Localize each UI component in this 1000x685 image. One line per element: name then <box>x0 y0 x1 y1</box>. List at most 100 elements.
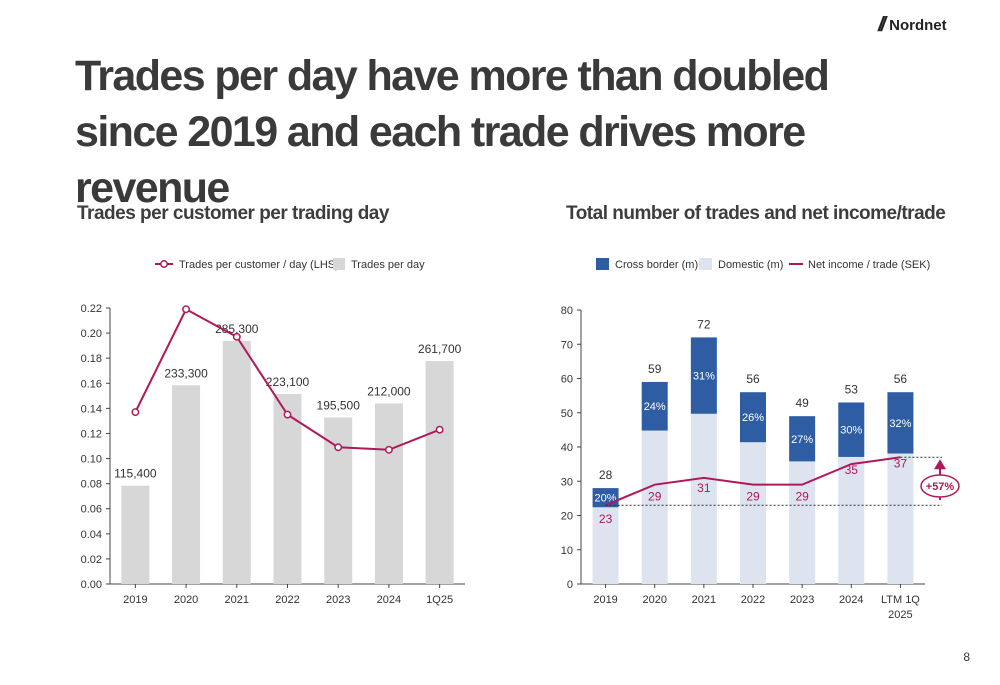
legend-label-trades-per-customer: Trades per customer / day (LHS) <box>179 259 339 271</box>
left-x-tick-label: 2023 <box>326 594 350 606</box>
cross-border-share-label: 24% <box>644 401 666 413</box>
page-number: 8 <box>963 650 970 664</box>
left-x-tick-label: 2022 <box>275 594 299 606</box>
total-trades-label: 56 <box>894 372 908 386</box>
legend-label-net-income: Net income / trade (SEK) <box>808 259 930 271</box>
net-income-label: 29 <box>648 490 662 504</box>
left-y-tick-label: 0.08 <box>81 479 102 491</box>
cross-border-share-label: 20% <box>595 493 617 505</box>
cross-border-bar <box>641 381 668 431</box>
right-x-tick-label: 2020 <box>642 594 666 606</box>
trades-per-day-label: 195,500 <box>317 398 361 412</box>
right-x-tick-label: 2023 <box>790 594 814 606</box>
right-x-tick-label: LTM 1Q <box>881 594 920 606</box>
net-income-label: 29 <box>746 490 760 504</box>
right-x-tick-label: 2025 <box>888 609 912 621</box>
left-y-tick-label: 0.18 <box>81 353 102 365</box>
left-x-tick-label: 2020 <box>174 594 198 606</box>
cross-border-share-label: 26% <box>742 412 764 424</box>
legend-label-trades-per-day: Trades per day <box>351 259 425 271</box>
nordnet-logo: // Nordnet <box>878 14 947 37</box>
right-x-tick-label: 2021 <box>692 594 716 606</box>
cross-border-share-label: 31% <box>693 371 715 383</box>
net-income-label: 23 <box>599 512 613 526</box>
trades-per-customer-point <box>232 332 241 341</box>
total-trades-label: 49 <box>795 396 809 410</box>
trades-per-customer-point <box>384 445 393 454</box>
domestic-bar <box>740 442 766 584</box>
legend-label-cross-border: Cross border (m) <box>615 259 698 271</box>
trades-per-customer-point <box>334 443 343 452</box>
growth-annotation-bubble <box>920 474 960 498</box>
growth-annotation-label: +57% <box>926 481 955 493</box>
right-y-tick-label: 10 <box>561 545 573 557</box>
domestic-bar <box>887 453 914 584</box>
domestic-bar <box>690 413 717 584</box>
trades-per-customer-point <box>131 408 140 417</box>
net-income-label: 35 <box>845 463 859 477</box>
left-y-tick-label: 0.10 <box>81 454 102 466</box>
legend-label-domestic: Domestic (m) <box>718 259 783 271</box>
left-y-tick-label: 0.16 <box>81 378 102 390</box>
trades-per-customer-point <box>435 425 444 434</box>
left-x-tick-label: 1Q25 <box>426 594 453 606</box>
legend-domestic-swatch <box>699 258 712 270</box>
trades-per-day-label: 233,300 <box>164 366 208 380</box>
cross-border-bar <box>789 416 816 462</box>
right-y-tick-label: 40 <box>561 442 573 454</box>
trades-per-day-label: 285,300 <box>215 322 259 336</box>
cross-border-share-label: 30% <box>840 425 862 437</box>
trades-per-day-bar <box>172 385 201 584</box>
domestic-bar <box>789 461 816 584</box>
right-y-tick-label: 50 <box>561 408 573 420</box>
right-y-tick-label: 0 <box>567 579 573 591</box>
domestic-bar <box>838 456 865 584</box>
right-y-tick-label: 80 <box>561 305 573 317</box>
left-y-tick-label: 0.12 <box>81 428 102 440</box>
left-x-tick-label: 2019 <box>123 594 147 606</box>
total-trades-label: 72 <box>697 317 711 331</box>
right-y-tick-label: 30 <box>561 476 573 488</box>
trades-per-day-label: 115,400 <box>114 467 157 481</box>
nordnet-logo-icon: // <box>878 14 886 36</box>
cross-border-share-label: 32% <box>889 418 911 430</box>
trades-per-day-label: 223,100 <box>266 375 310 389</box>
total-trades-label: 56 <box>746 372 760 386</box>
trades-per-day-bar <box>121 485 150 584</box>
trades-per-day-bar <box>273 393 302 584</box>
total-trades-label: 53 <box>845 382 859 396</box>
trades-per-customer-point <box>283 410 292 419</box>
legend-bar-swatch <box>333 258 345 270</box>
left-y-tick-label: 0.14 <box>81 403 102 415</box>
right-x-tick-label: 2024 <box>839 594 863 606</box>
left-y-tick-label: 0.06 <box>81 504 102 516</box>
cross-border-bar <box>740 392 766 443</box>
domestic-bar <box>592 507 619 584</box>
net-income-label: 37 <box>894 456 908 470</box>
right-x-tick-label: 2022 <box>741 594 765 606</box>
right-y-tick-label: 20 <box>561 511 573 523</box>
right-y-tick-label: 70 <box>561 339 573 351</box>
cross-border-bar <box>838 402 865 457</box>
brand-name: Nordnet <box>889 17 947 34</box>
right-x-tick-label: 2019 <box>593 594 617 606</box>
left-y-tick-label: 0.02 <box>81 554 102 566</box>
cross-border-share-label: 27% <box>791 434 813 446</box>
left-y-tick-label: 0.04 <box>81 529 102 541</box>
growth-arrow-head <box>934 459 946 470</box>
trades-per-day-bar <box>222 340 251 584</box>
trades-per-day-bar <box>374 403 403 584</box>
right-y-tick-label: 60 <box>561 374 573 386</box>
trades-per-day-label: 212,000 <box>367 384 411 398</box>
total-trades-label: 59 <box>648 362 662 376</box>
cross-border-bar <box>690 337 717 414</box>
net-income-label: 31 <box>697 481 711 495</box>
left-y-tick-label: 0.20 <box>81 328 102 340</box>
trades-per-day-bar <box>324 417 353 584</box>
domestic-bar <box>641 430 668 584</box>
page-title: Trades per day have more than doubled si… <box>75 52 830 212</box>
total-trades-label: 28 <box>599 468 613 482</box>
trades-per-day-label: 261,700 <box>418 342 462 356</box>
left-y-tick-label: 0.22 <box>81 303 102 315</box>
